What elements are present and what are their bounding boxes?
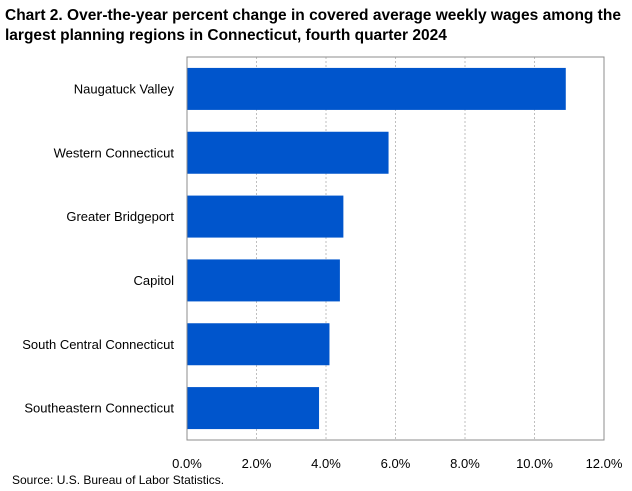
x-tick-label: 8.0%: [450, 456, 480, 471]
bar-greater-bridgeport: [187, 195, 344, 238]
gridlines: [256, 57, 535, 440]
bar-south-central-connecticut: [187, 323, 330, 366]
x-tick-label: 10.0%: [516, 456, 553, 471]
x-tick-label: 0.0%: [172, 456, 202, 471]
category-label: South Central Connecticut: [22, 337, 174, 352]
x-tick-label: 4.0%: [311, 456, 341, 471]
chart-title-line-1: Chart 2. Over-the-year percent change in…: [5, 7, 621, 24]
category-label: Western Connecticut: [54, 145, 175, 160]
x-tick-labels: 0.0% 2.0% 4.0% 6.0% 8.0% 10.0% 12.0%: [172, 456, 623, 471]
x-tick-label: 2.0%: [242, 456, 272, 471]
chart-title: Chart 2. Over-the-year percent change in…: [5, 6, 627, 46]
bar-southeastern-connecticut: [187, 387, 320, 430]
x-tick-label: 6.0%: [381, 456, 411, 471]
bars: [187, 67, 566, 430]
category-label: Capitol: [134, 273, 175, 288]
category-label: Southeastern Connecticut: [24, 401, 174, 416]
bar-naugatuck-valley: [187, 67, 566, 110]
category-label: Naugatuck Valley: [74, 81, 175, 96]
source-note: Source: U.S. Bureau of Labor Statistics.: [12, 473, 225, 487]
bar-western-connecticut: [187, 131, 389, 174]
chart-title-line-2: largest planning regions in Connecticut,…: [5, 27, 447, 44]
bar-capitol: [187, 259, 340, 302]
category-labels: Naugatuck Valley Western Connecticut Great…: [22, 81, 174, 415]
plot-frame: [186, 56, 605, 441]
x-tick-label: 12.0%: [586, 456, 623, 471]
category-label: Greater Bridgeport: [66, 209, 174, 224]
